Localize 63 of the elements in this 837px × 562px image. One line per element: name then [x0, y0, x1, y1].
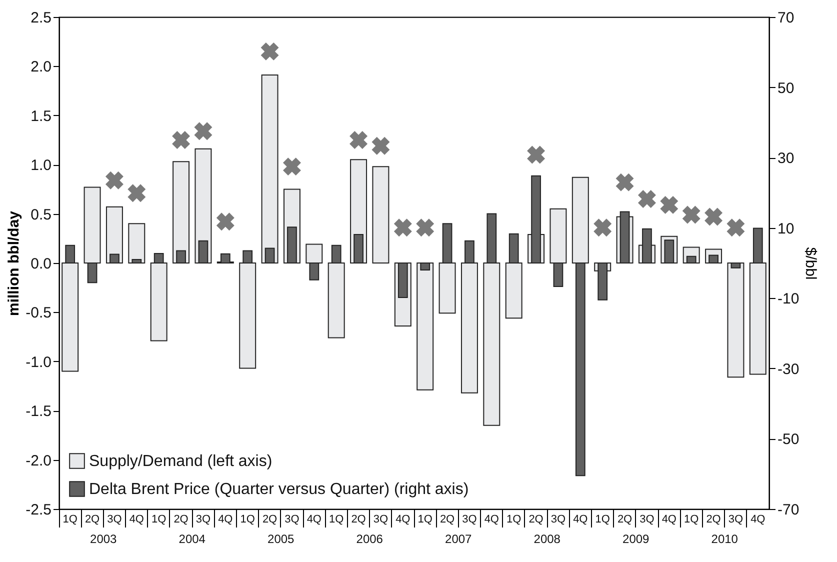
- x-tick-label: 2Q: [617, 514, 633, 526]
- y-tick-label: -1.0: [26, 354, 52, 371]
- x-tick-label: 1Q: [329, 514, 344, 526]
- y-tick-label: -2.5: [26, 502, 52, 518]
- y-axis-title: million bbl/day: [6, 210, 23, 316]
- x-tick-label: 2Q: [351, 514, 366, 526]
- x-tick-label: 1Q: [152, 514, 167, 526]
- x-tick-label: 4Q: [396, 514, 411, 526]
- x-tick-label: 2Q: [440, 514, 456, 526]
- x-tick-label: 4Q: [573, 514, 588, 526]
- x-tick-label: 3Q: [550, 514, 566, 526]
- x-tick-label: 4Q: [129, 514, 144, 526]
- x-tick-label: 4Q: [306, 514, 322, 526]
- legend-label: Delta Brent Price (Quarter versus Quarter) (right axis): [89, 481, 469, 498]
- y2-tick-label: 70: [778, 10, 794, 26]
- x-tick-label: 3Q: [196, 514, 211, 526]
- x-tick-label: 4Q: [218, 514, 234, 526]
- x-tick-label: 1Q: [684, 514, 700, 526]
- x-tick-label: 1Q: [506, 514, 522, 526]
- x-tick-label: 1Q: [418, 514, 433, 526]
- text: 2006: [356, 532, 384, 546]
- y-tick-label: 1.0: [30, 157, 52, 174]
- x-tick-label: 4Q: [662, 514, 677, 526]
- x-tick-label: 2Q: [84, 514, 100, 526]
- text: 2003: [90, 532, 118, 546]
- x-tick-label: 3Q: [284, 514, 300, 526]
- text: 2010: [711, 532, 738, 546]
- y2-tick-label: 10: [778, 220, 794, 238]
- y2-tick-label: 30: [778, 150, 794, 168]
- x-tick-label: 2Q: [706, 514, 722, 526]
- text: 2005: [268, 532, 295, 546]
- y-tick-label: 2.0: [30, 58, 52, 76]
- x-tick-label: 3Q: [462, 514, 478, 526]
- y-tick-label: 1.5: [30, 108, 52, 125]
- text: 2009: [622, 532, 650, 546]
- y-tick-label: 0.5: [30, 206, 52, 224]
- x-tick-label: 3Q: [107, 514, 122, 526]
- y2-tick-label: -10: [778, 290, 800, 308]
- y2-tick-label: -50: [778, 431, 800, 448]
- x-tick-label: 1Q: [595, 514, 610, 526]
- x-tick-label: 1Q: [62, 514, 78, 526]
- y-tick-label: -2.0: [26, 452, 52, 470]
- x-tick-label: 3Q: [373, 514, 388, 526]
- y2-axis-title: $/bbl: [802, 247, 820, 280]
- y2-tick-label: -70: [778, 502, 800, 518]
- x-tick-label: 2Q: [174, 514, 189, 526]
- legend-label: Supply/Demand (left axis): [89, 453, 272, 470]
- y-tick-label: 0.0: [30, 256, 52, 272]
- y-tick-label: 2.5: [30, 10, 52, 26]
- text: 2008: [534, 532, 561, 546]
- y-tick-label: -0.5: [26, 304, 52, 322]
- x-tick-label: 3Q: [728, 514, 744, 526]
- y-tick-label: -1.5: [26, 403, 52, 420]
- x-tick-label: 2Q: [262, 514, 278, 526]
- text: 2007: [445, 532, 472, 546]
- x-tick-label: 2Q: [528, 514, 544, 526]
- x-tick-label: 3Q: [640, 514, 655, 526]
- x-tick-label: 1Q: [240, 514, 256, 526]
- y2-tick-label: -30: [778, 360, 800, 378]
- x-tick-label: 4Q: [484, 514, 500, 526]
- text: 2004: [178, 532, 206, 546]
- x-tick-label: 4Q: [750, 514, 766, 526]
- y2-tick-label: 50: [778, 80, 794, 97]
